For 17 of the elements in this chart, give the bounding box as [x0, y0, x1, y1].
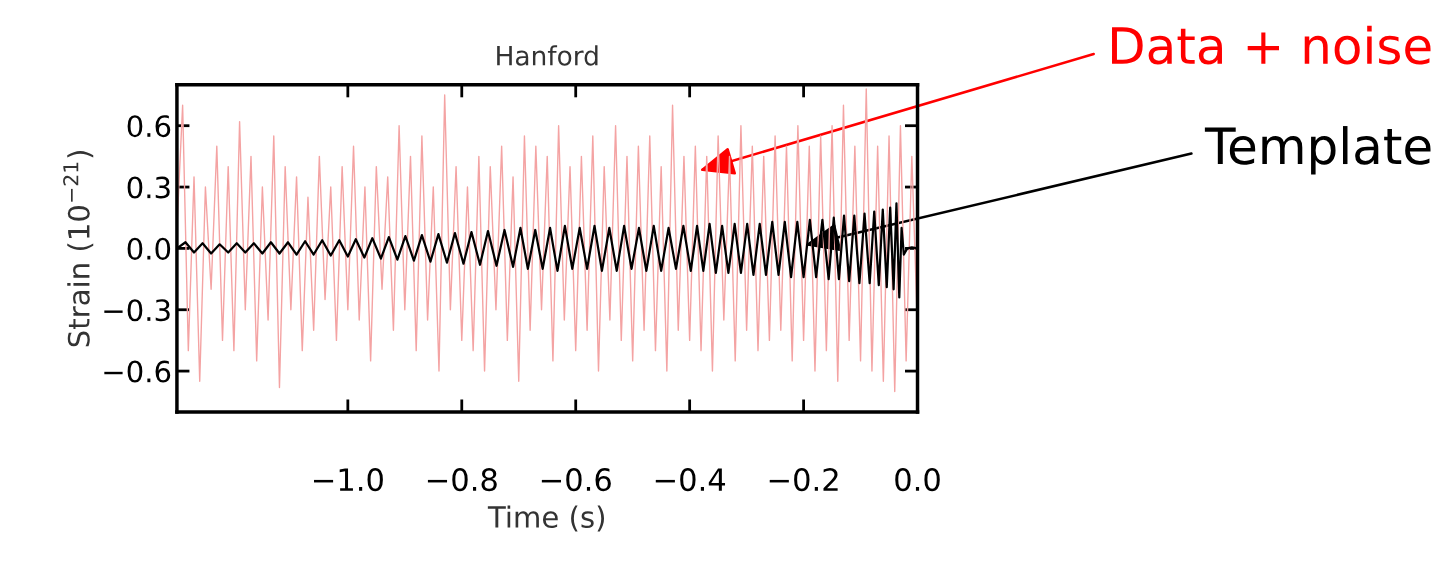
x-tick-label: −0.8	[427, 468, 497, 492]
x-tick-label: −0.6	[541, 468, 611, 492]
y-tick-label: −0.3	[104, 299, 170, 322]
line-series	[176, 88, 918, 393]
x-tick-label: −0.4	[655, 468, 726, 492]
annotation: Data + noise	[1112, 25, 1431, 65]
y-tick-label: 0.6	[127, 115, 171, 138]
y-tick-label: 0.3	[127, 176, 170, 199]
x-axis-title: Time (s)	[487, 505, 605, 532]
x-tick-label: −0.2	[769, 468, 838, 492]
x-tick-label: −1.0	[313, 468, 383, 492]
y-tick-label: 0.0	[127, 237, 171, 260]
annotation: Template	[1204, 126, 1431, 175]
y-tick-label: −0.6	[104, 360, 171, 383]
x-tick-label: 0.0	[895, 468, 940, 492]
y-axis-title: Strain (10$^{−21}$)	[63, 151, 94, 347]
chart-title: Hanford	[497, 45, 598, 66]
